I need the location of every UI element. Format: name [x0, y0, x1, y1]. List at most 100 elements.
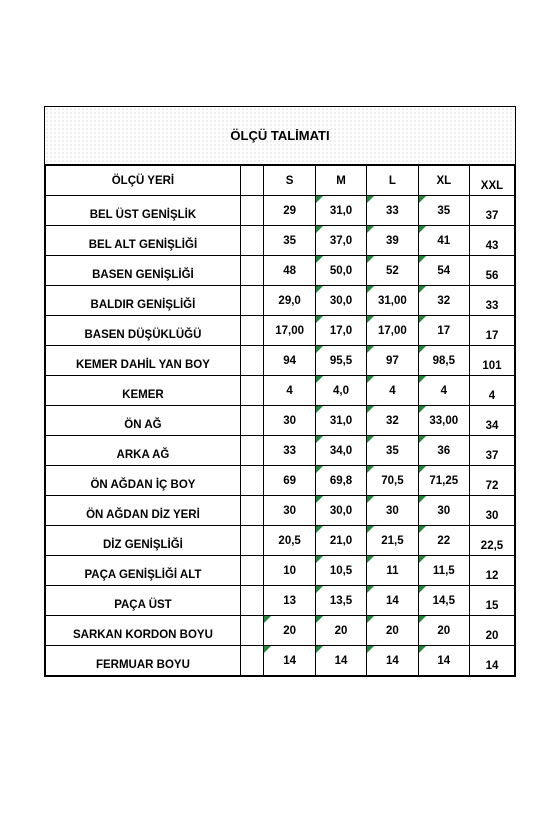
- table-row: PAÇA GENİŞLİĞİ ALT1010,51111,512: [46, 556, 515, 586]
- table-row: ARKA AĞ3334,0353637: [46, 436, 515, 466]
- row-gap: [240, 316, 264, 346]
- table-body: BEL ÜST GENİŞLİK2931,0333537BEL ALT GENİ…: [46, 196, 515, 676]
- table-row: ÖN AĞDAN DİZ YERİ3030,0303030: [46, 496, 515, 526]
- table-row: KEMER DAHİL YAN BOY9495,59798,5101: [46, 346, 515, 376]
- row-gap: [240, 346, 264, 376]
- cell-s: 20: [264, 616, 315, 646]
- cell-m: 13,5: [315, 586, 366, 616]
- cell-xxl: 33: [469, 286, 514, 316]
- cell-l: 39: [367, 226, 418, 256]
- cell-xxl: 30: [469, 496, 514, 526]
- cell-xxl: 34: [469, 406, 514, 436]
- row-gap: [240, 256, 264, 286]
- header-label: ÖLÇÜ YERİ: [46, 166, 241, 196]
- table-row: ÖN AĞDAN İÇ BOY6969,870,571,2572: [46, 466, 515, 496]
- cell-l: 31,00: [367, 286, 418, 316]
- cell-s: 10: [264, 556, 315, 586]
- cell-m: 30,0: [315, 496, 366, 526]
- cell-l: 4: [367, 376, 418, 406]
- cell-l: 33: [367, 196, 418, 226]
- cell-xl: 20: [418, 616, 469, 646]
- cell-xxl: 20: [469, 616, 514, 646]
- cell-xl: 54: [418, 256, 469, 286]
- header-size-s: S: [264, 166, 315, 196]
- cell-xl: 36: [418, 436, 469, 466]
- cell-s: 17,00: [264, 316, 315, 346]
- row-label: ÖN AĞ: [46, 406, 241, 436]
- cell-m: 21,0: [315, 526, 366, 556]
- cell-s: 94: [264, 346, 315, 376]
- row-gap: [240, 616, 264, 646]
- table-row: FERMUAR BOYU1414141414: [46, 646, 515, 676]
- table-row: BALDIR GENİŞLİĞİ29,030,031,003233: [46, 286, 515, 316]
- row-label: BEL ÜST GENİŞLİK: [46, 196, 241, 226]
- row-label: ARKA AĞ: [46, 436, 241, 466]
- cell-xxl: 12: [469, 556, 514, 586]
- measurement-table-container: ÖLÇÜ TALİMATI ÖLÇÜ YERİ S M L XL XXL BEL…: [44, 106, 516, 677]
- cell-xl: 17: [418, 316, 469, 346]
- cell-xxl: 101: [469, 346, 514, 376]
- table-row: PAÇA ÜST1313,51414,515: [46, 586, 515, 616]
- page: ÖLÇÜ TALİMATI ÖLÇÜ YERİ S M L XL XXL BEL…: [0, 0, 560, 840]
- cell-xxl: 4: [469, 376, 514, 406]
- cell-l: 11: [367, 556, 418, 586]
- cell-s: 33: [264, 436, 315, 466]
- row-gap: [240, 196, 264, 226]
- table-row: BEL ÜST GENİŞLİK2931,0333537: [46, 196, 515, 226]
- row-label: BEL ALT GENİŞLİĞİ: [46, 226, 241, 256]
- cell-xxl: 15: [469, 586, 514, 616]
- cell-xxl: 56: [469, 256, 514, 286]
- row-gap: [240, 406, 264, 436]
- cell-s: 29,0: [264, 286, 315, 316]
- row-gap: [240, 466, 264, 496]
- row-gap: [240, 376, 264, 406]
- cell-xl: 41: [418, 226, 469, 256]
- cell-xxl: 22,5: [469, 526, 514, 556]
- row-gap: [240, 436, 264, 466]
- table-row: BEL ALT GENİŞLİĞİ3537,0394143: [46, 226, 515, 256]
- cell-xxl: 17: [469, 316, 514, 346]
- cell-l: 21,5: [367, 526, 418, 556]
- table-title: ÖLÇÜ TALİMATI: [45, 107, 515, 165]
- header-size-xxl: XXL: [469, 166, 514, 196]
- row-label: BASEN GENİŞLİĞİ: [46, 256, 241, 286]
- cell-s: 69: [264, 466, 315, 496]
- cell-l: 20: [367, 616, 418, 646]
- cell-m: 20: [315, 616, 366, 646]
- row-label: SARKAN KORDON BOYU: [46, 616, 241, 646]
- cell-s: 14: [264, 646, 315, 676]
- cell-l: 30: [367, 496, 418, 526]
- cell-xl: 22: [418, 526, 469, 556]
- cell-l: 14: [367, 586, 418, 616]
- cell-m: 34,0: [315, 436, 366, 466]
- row-gap: [240, 556, 264, 586]
- cell-xl: 4: [418, 376, 469, 406]
- table-row: ÖN AĞ3031,03233,0034: [46, 406, 515, 436]
- row-label: BALDIR GENİŞLİĞİ: [46, 286, 241, 316]
- table-row: DİZ GENİŞLİĞİ20,521,021,52222,5: [46, 526, 515, 556]
- row-gap: [240, 286, 264, 316]
- table-row: BASEN GENİŞLİĞİ4850,0525456: [46, 256, 515, 286]
- cell-xl: 14: [418, 646, 469, 676]
- cell-s: 30: [264, 406, 315, 436]
- header-row: ÖLÇÜ YERİ S M L XL XXL: [46, 166, 515, 196]
- cell-l: 32: [367, 406, 418, 436]
- cell-xl: 30: [418, 496, 469, 526]
- table-row: KEMER44,0444: [46, 376, 515, 406]
- row-label: KEMER DAHİL YAN BOY: [46, 346, 241, 376]
- cell-s: 30: [264, 496, 315, 526]
- cell-s: 29: [264, 196, 315, 226]
- cell-l: 17,00: [367, 316, 418, 346]
- header-size-l: L: [367, 166, 418, 196]
- cell-m: 14: [315, 646, 366, 676]
- cell-s: 20,5: [264, 526, 315, 556]
- cell-l: 97: [367, 346, 418, 376]
- cell-m: 31,0: [315, 196, 366, 226]
- cell-m: 37,0: [315, 226, 366, 256]
- row-gap: [240, 586, 264, 616]
- cell-l: 52: [367, 256, 418, 286]
- cell-m: 31,0: [315, 406, 366, 436]
- cell-m: 95,5: [315, 346, 366, 376]
- cell-xl: 35: [418, 196, 469, 226]
- cell-s: 13: [264, 586, 315, 616]
